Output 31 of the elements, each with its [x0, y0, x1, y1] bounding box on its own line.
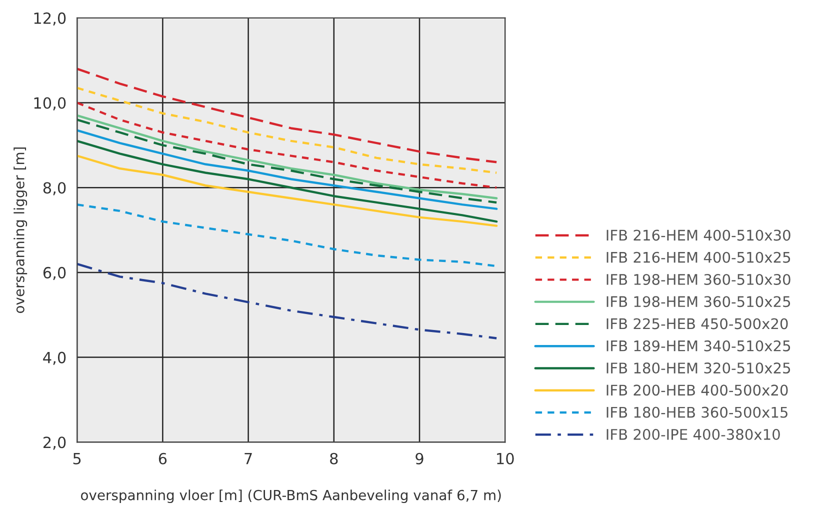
y-tick-label: 2,0 [43, 436, 66, 450]
x-tick-label: 5 [73, 453, 81, 464]
x-tick-label: 7 [244, 453, 252, 464]
legend-label: IFB 200-IPE 400-380x10 [606, 428, 780, 440]
legend-label: IFB 198-HEM 360-510x30 [606, 274, 790, 285]
legend-label: IFB 225-HEB 450-500x20 [606, 318, 788, 330]
legend-label: IFB 180-HEM 320-510x25 [606, 362, 790, 374]
line-series [77, 68, 498, 164]
legend-label: IFB 180-HEB 360-500x15 [606, 406, 788, 418]
legend-label: IFB 216-HEM 400-510x30 [606, 230, 790, 241]
line-series [77, 154, 498, 227]
x-tick-label: 6 [158, 452, 167, 464]
y-tick-label: 10,0 [34, 97, 66, 110]
x-tick-label: 9 [416, 452, 424, 464]
legend-label: IFB 198-HEM 360-510x25 [606, 296, 790, 308]
x-tick-label: 8 [330, 452, 338, 464]
legend-label: IFB 189-HEM 340-510x25 [606, 340, 790, 352]
x-axis-title: overspanning vloer [m] (CUR-BmS Aanbeveling vanaf 6,7 m) [81, 490, 501, 504]
line-series [77, 129, 498, 210]
y-tick-label: 8,0 [43, 182, 66, 196]
line-series [77, 262, 498, 340]
line-series [77, 140, 498, 223]
y-tick-label: 6,0 [43, 266, 66, 280]
x-tick-label: 10 [497, 452, 514, 464]
y-tick-label: 4,0 [43, 352, 66, 365]
legend-label: IFB 200-HEB 400-500x20 [606, 384, 788, 396]
line-series [77, 102, 498, 189]
legend-label: IFB 216-HEM 400-510x25 [606, 252, 790, 263]
y-axis-title: overspanning ligger [m] [14, 148, 28, 313]
y-tick-label: 12,0 [34, 12, 66, 26]
line-series [77, 86, 498, 174]
